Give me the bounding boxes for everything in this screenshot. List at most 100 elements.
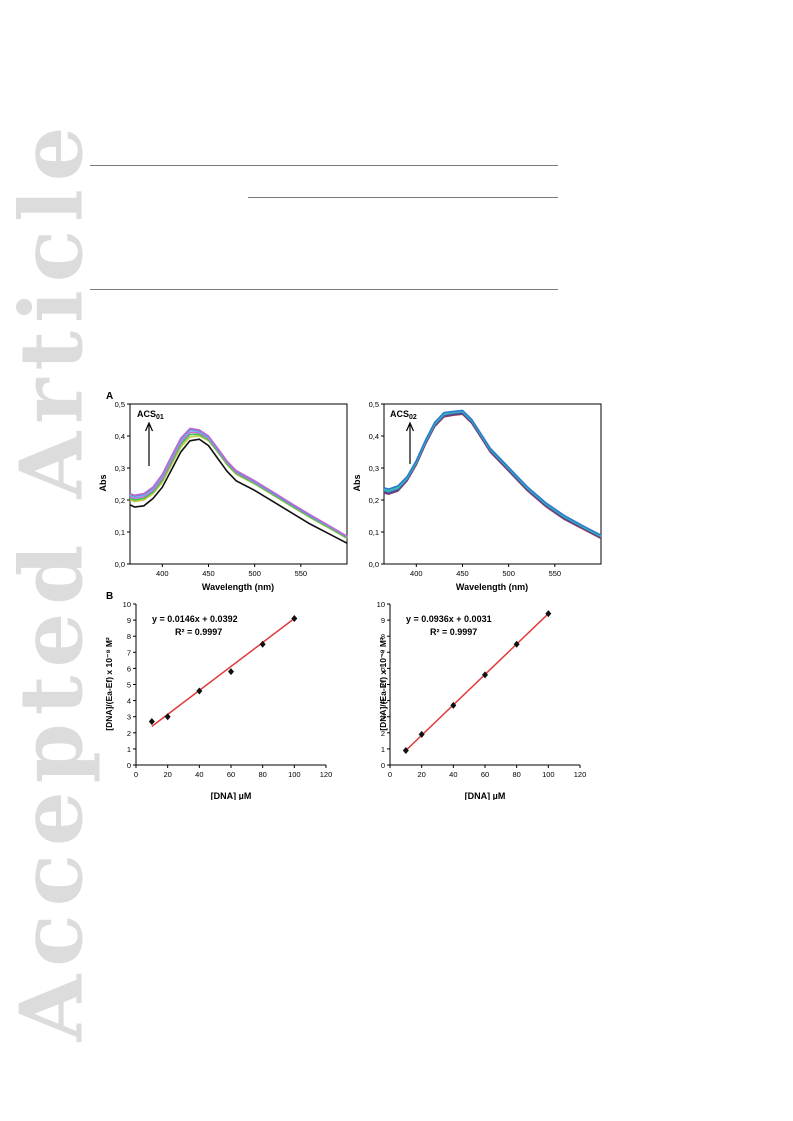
b-left-data-point xyxy=(148,718,155,726)
b-left-x-tick-label: 60 xyxy=(227,770,235,779)
b-right-y-tick-label: 1 xyxy=(381,745,385,754)
b-left-x-tick-label: 0 xyxy=(134,770,138,779)
a-right-y-tick-label: 0,1 xyxy=(369,528,379,537)
a-left-x-tick-label: 400 xyxy=(156,569,169,578)
b-right-x-tick-label: 100 xyxy=(542,770,555,779)
a-right-y-tick-label: 0,5 xyxy=(369,400,379,409)
a-right-y-tick-label: 0,0 xyxy=(369,560,379,569)
b-right-x-tick-label: 80 xyxy=(512,770,520,779)
a-left-spectrum-line xyxy=(129,431,348,538)
a-right-x-tick-label: 500 xyxy=(502,569,515,578)
b-right-x-tick-label: 60 xyxy=(481,770,489,779)
b-right-data-point xyxy=(513,640,520,648)
b-left-y-tick-label: 8 xyxy=(127,632,131,641)
a-left-arrow-head xyxy=(144,421,154,432)
b-right-data-point xyxy=(418,730,425,738)
b-left-y-tick-label: 2 xyxy=(127,729,131,738)
a-right-annotation-text: ACS02 xyxy=(390,409,417,421)
b-right-y-tick-label: 0 xyxy=(381,761,385,770)
b-right-y-tick-label: 7 xyxy=(381,648,385,657)
b-left-x-tick-label: 80 xyxy=(258,770,266,779)
b-left-y-tick-label: 10 xyxy=(123,600,131,609)
b-right-ylabel: [DNA]/(Ea-Ef) x 10⁻⁹ M² xyxy=(378,637,388,731)
b-right-xlabel: [DNA] µM xyxy=(465,791,506,800)
b-left-y-tick-label: 7 xyxy=(127,648,131,657)
b-right-y-tick-label: 4 xyxy=(381,697,385,706)
b-left-data-point xyxy=(291,614,298,622)
b-left-x-tick-label: 40 xyxy=(195,770,203,779)
b-left-fit-line xyxy=(151,617,295,727)
a-right-x-tick-label: 450 xyxy=(456,569,469,578)
a-left-annotation: ACS01 xyxy=(137,409,164,466)
b-left-data-point xyxy=(164,713,171,721)
b-left-y-tick-label: 6 xyxy=(127,664,131,673)
a-left-y-tick-label: 0,3 xyxy=(115,464,125,473)
table-rule-mid xyxy=(248,197,558,198)
a-right-y-tick-label: 0,4 xyxy=(369,432,379,441)
a-right-y-tick-label: 0,2 xyxy=(369,496,379,505)
b-left-data-point xyxy=(259,640,266,648)
a-right-xlabel: Wavelength (nm) xyxy=(456,582,528,592)
a-right-annotation: ACS02 xyxy=(390,409,417,464)
b-right-r2: R² = 0.9997 xyxy=(430,627,477,637)
a-left-annotation-text: ACS01 xyxy=(137,409,164,421)
b-right-y-tick-label: 5 xyxy=(381,681,385,690)
b-right-data-point xyxy=(545,610,552,618)
b-right-x-tick-label: 120 xyxy=(574,770,587,779)
b-left-y-tick-label: 5 xyxy=(127,681,131,690)
a-left-spectrum-line xyxy=(129,438,348,544)
b-left-x-tick-label: 100 xyxy=(288,770,301,779)
a-left-y-tick-label: 0,1 xyxy=(115,528,125,537)
a-left-x-tick-label: 450 xyxy=(202,569,215,578)
a-right-spectrum-line xyxy=(383,413,602,540)
a-left-y-tick-label: 0,0 xyxy=(115,560,125,569)
a-left-y-tick-label: 0,2 xyxy=(115,496,125,505)
b-right-y-tick-label: 9 xyxy=(381,616,385,625)
b-right-data-point xyxy=(450,701,457,709)
b-right-y-tick-label: 8 xyxy=(381,632,385,641)
a-left-x-tick-label: 550 xyxy=(295,569,308,578)
b-right-data-point xyxy=(402,747,409,755)
a-right-plot-area: 0,0 0,1 0,2 0,3 0,4 0,5 400 450 500 550 xyxy=(369,400,602,578)
a-right-frame xyxy=(383,403,602,565)
b-right-y-tick-label: 6 xyxy=(381,664,385,673)
a-right-spectrum-line xyxy=(383,409,602,536)
b-right-y-tick-label: 10 xyxy=(377,600,385,609)
b-right-x-tick-label: 0 xyxy=(388,770,392,779)
b-left-data-point xyxy=(196,687,203,695)
a-left-x-tick-label: 500 xyxy=(248,569,261,578)
b-right-equation: y = 0.0936x + 0.0031 xyxy=(406,614,492,624)
a-left-spectrum-line xyxy=(129,427,348,537)
b-left-y-tick-label: 4 xyxy=(127,697,131,706)
b-left-data-point xyxy=(228,668,234,676)
panel-a-label: A xyxy=(106,391,113,402)
b-left-x-tick-label: 120 xyxy=(320,770,333,779)
b-left-y-tick-label: 1 xyxy=(127,745,131,754)
b-left-xlabel: [DNA] µM xyxy=(211,791,252,800)
a-right-ylabel: Abs xyxy=(352,474,362,491)
b-right-fit-line xyxy=(405,613,549,752)
table-rule-top xyxy=(90,165,558,166)
b-left-y-tick-label: 9 xyxy=(127,616,131,625)
a-left-y-tick-label: 0,5 xyxy=(115,400,125,409)
b-left-y-tick-label: 0 xyxy=(127,761,131,770)
a-right-x-tick-label: 550 xyxy=(549,569,562,578)
chart-a-left: 0,0 0,1 0,2 0,3 0,4 0,5 400 450 500 550 ACS01 Wav… xyxy=(98,400,348,592)
a-left-plot-area: 0,0 0,1 0,2 0,3 0,4 0,5 400 450 500 550 xyxy=(115,400,348,578)
b-right-x-tick-label: 40 xyxy=(449,770,457,779)
a-left-xlabel: Wavelength (nm) xyxy=(202,582,274,592)
a-right-x-tick-label: 400 xyxy=(410,569,423,578)
b-left-y-tick-label: 3 xyxy=(127,713,131,722)
panel-b-label: B xyxy=(106,591,113,602)
a-right-y-tick-label: 0,3 xyxy=(369,464,379,473)
a-right-arrow-head xyxy=(405,421,415,432)
a-left-y-tick-label: 0,4 xyxy=(115,432,125,441)
b-left-x-tick-label: 20 xyxy=(163,770,171,779)
b-right-y-tick-label: 2 xyxy=(381,729,385,738)
b-right-data-point xyxy=(482,671,488,679)
b-left-r2: R² = 0.9997 xyxy=(175,627,222,637)
